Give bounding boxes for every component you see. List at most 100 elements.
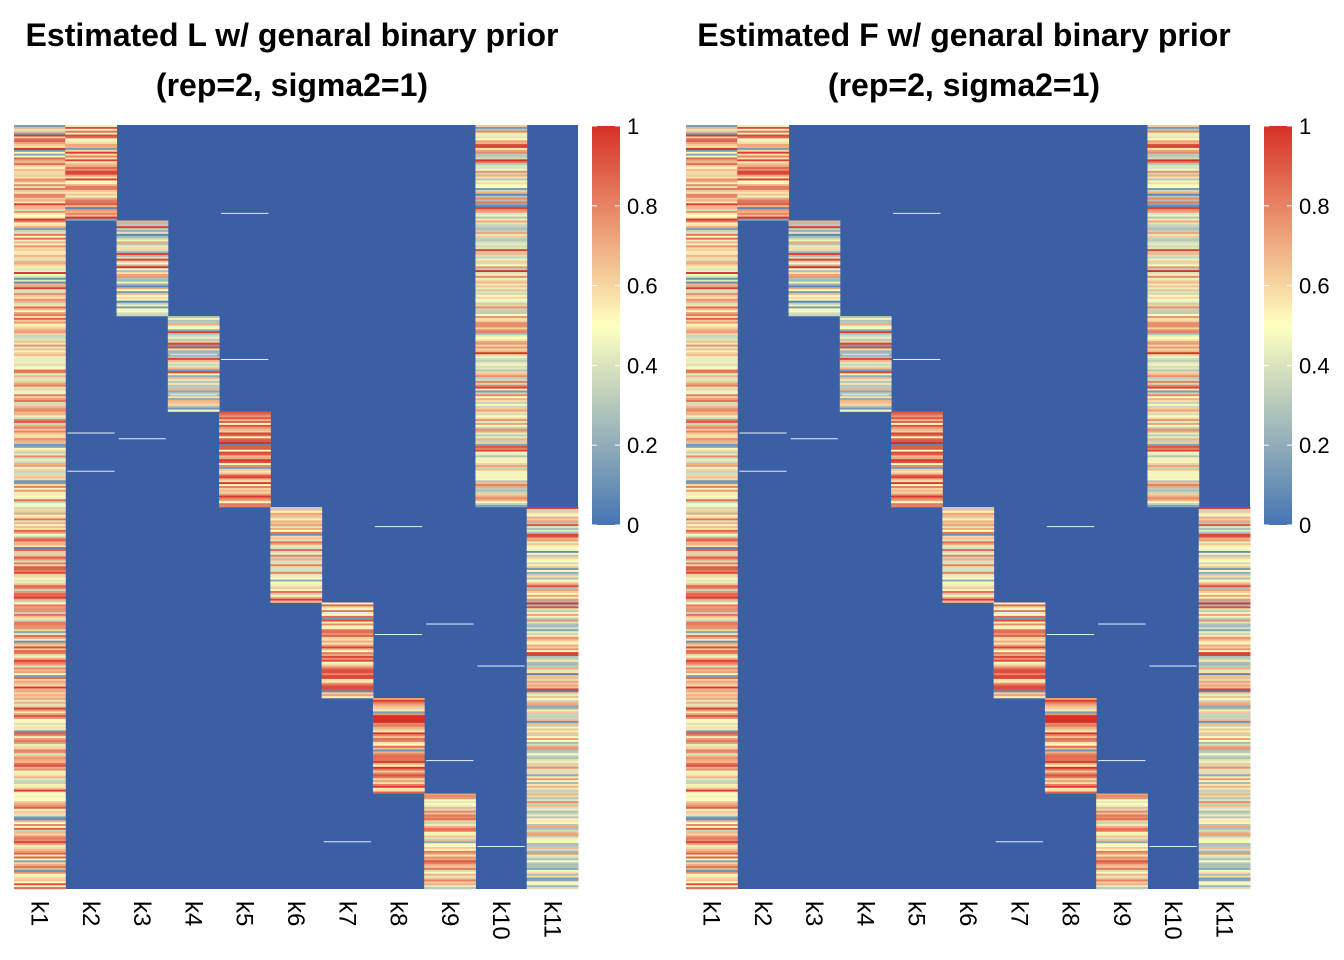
heatmap-cell xyxy=(14,138,66,141)
heatmap-cell xyxy=(14,778,66,781)
heatmap-cell xyxy=(1147,266,1200,269)
heatmap-cell xyxy=(1147,209,1200,212)
heatmap-cell xyxy=(686,688,738,691)
heatmap-cell xyxy=(526,549,579,552)
heatmap-cell xyxy=(1096,810,1148,813)
heatmap-cell xyxy=(14,199,66,202)
heatmap-cell xyxy=(219,428,271,431)
heatmap-cell xyxy=(891,451,943,454)
heatmap-cell xyxy=(14,673,66,676)
heatmap-cell xyxy=(1198,667,1251,670)
heatmap-cell xyxy=(65,159,118,162)
heatmap-cell xyxy=(65,207,118,210)
heatmap-cell xyxy=(737,205,790,208)
heatmap-cell xyxy=(1198,703,1251,706)
heatmap-cell xyxy=(891,438,943,441)
heatmap-cell xyxy=(424,829,476,832)
heatmap-cell xyxy=(526,860,579,863)
heatmap-cell xyxy=(270,528,323,531)
heatmap-cell xyxy=(219,436,271,439)
heatmap-cell xyxy=(526,839,579,842)
heatmap-cell xyxy=(14,770,66,773)
heatmap-cell xyxy=(1198,591,1251,594)
heatmap-cell xyxy=(686,419,738,422)
heatmap-cell xyxy=(1096,869,1148,873)
legend-tick-label: 1 xyxy=(1299,114,1311,139)
heatmap-cell xyxy=(14,426,66,429)
heatmap-cell xyxy=(1198,682,1251,685)
heatmap-cell xyxy=(1198,552,1251,556)
heatmap-cell xyxy=(686,613,738,617)
heatmap-cell xyxy=(686,562,738,565)
heatmap-cell xyxy=(1198,850,1251,854)
heatmap-cell xyxy=(475,252,528,256)
heatmap-cell xyxy=(475,398,528,401)
heatmap-cell xyxy=(1198,549,1251,552)
heatmap-cell xyxy=(686,220,738,223)
heatmap-cell xyxy=(526,652,579,655)
heatmap-cell xyxy=(475,476,528,479)
heatmap-cell xyxy=(116,231,169,235)
heatmap-cell xyxy=(14,552,66,556)
heatmap-cell xyxy=(788,273,841,277)
heatmap-cell xyxy=(686,627,738,630)
heatmap-cell xyxy=(1198,512,1251,515)
heatmap-cell xyxy=(942,587,995,590)
heatmap-cell xyxy=(1147,321,1200,324)
heatmap-cell xyxy=(14,762,66,766)
heatmap-cell xyxy=(475,228,528,231)
heatmap-cell xyxy=(526,738,579,741)
heatmap-cell xyxy=(891,472,943,475)
heatmap-cell xyxy=(686,552,738,556)
heatmap-cell xyxy=(526,791,579,794)
heatmap-cell xyxy=(1147,224,1200,227)
heatmap-cell xyxy=(475,310,528,313)
heatmap-cell xyxy=(686,340,738,344)
heatmap-cell xyxy=(475,184,528,187)
heatmap-cell xyxy=(686,728,738,731)
heatmap-cell xyxy=(686,594,738,598)
heatmap-cell xyxy=(14,696,66,699)
heatmap-cell xyxy=(1147,304,1200,307)
heatmap-cell xyxy=(14,591,66,594)
heatmap-cell xyxy=(219,503,271,506)
heatmap-cell xyxy=(1044,713,1097,716)
heatmap-cell xyxy=(1044,730,1097,733)
heatmap-cell xyxy=(475,495,528,498)
heatmap-cell xyxy=(1147,287,1200,290)
heatmap-cell xyxy=(686,411,738,414)
heatmap-cell xyxy=(526,648,579,651)
heatmap-cell xyxy=(526,858,579,861)
heatmap-cell xyxy=(1198,743,1251,747)
heatmap-cell xyxy=(788,308,841,311)
heatmap-cell xyxy=(14,308,66,311)
heatmap-cell xyxy=(270,571,323,575)
heatmap-cell xyxy=(14,734,66,737)
heatmap-cell xyxy=(372,699,425,703)
heatmap-cell xyxy=(1147,434,1200,437)
heatmap-cell xyxy=(526,541,579,544)
heatmap-cell xyxy=(14,421,66,424)
heatmap-cell xyxy=(686,528,738,531)
heatmap-cell xyxy=(526,867,579,871)
heatmap-cell xyxy=(219,419,271,422)
heatmap-cell xyxy=(14,155,66,158)
heatmap-cell xyxy=(526,732,579,735)
heatmap-cell xyxy=(1044,791,1097,794)
heatmap-cell xyxy=(686,455,738,458)
heatmap-cell xyxy=(526,552,579,556)
heatmap-cell xyxy=(1198,613,1251,617)
heatmap-stray-cell xyxy=(426,760,474,762)
heatmap-cell xyxy=(526,558,579,561)
heatmap-cell xyxy=(1147,279,1200,282)
heatmap-cell xyxy=(686,273,738,277)
heatmap-cell xyxy=(993,684,1046,687)
heatmap-cell xyxy=(424,873,476,876)
heatmap-cell xyxy=(475,436,528,439)
heatmap-cell xyxy=(686,617,738,620)
heatmap-cell xyxy=(14,873,66,876)
heatmap-cell xyxy=(788,304,841,307)
heatmap-cell xyxy=(839,358,892,361)
heatmap-cell xyxy=(14,371,66,374)
heatmap-cell xyxy=(14,243,66,246)
